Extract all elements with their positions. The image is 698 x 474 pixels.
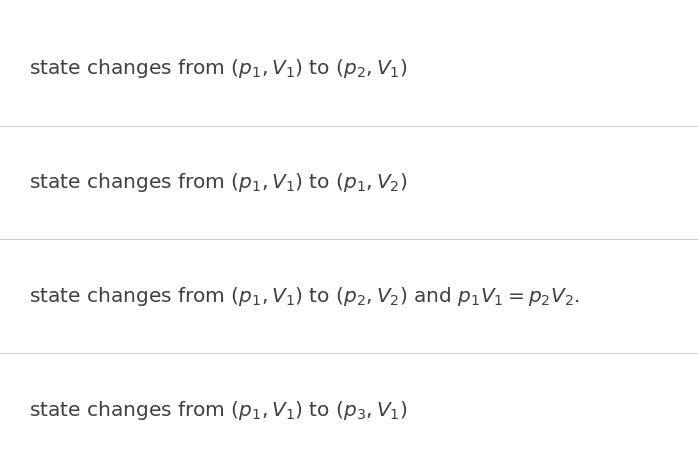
Text: state changes from $(p_1, V_1)$ to $(p_2, V_2)$ and $p_1 V_1 = p_2 V_2$.: state changes from $(p_1, V_1)$ to $(p_2…	[29, 285, 580, 308]
Text: state changes from $(p_1, V_1)$ to $(p_2, V_1)$: state changes from $(p_1, V_1)$ to $(p_2…	[29, 57, 408, 80]
Text: state changes from $(p_1, V_1)$ to $(p_1, V_2)$: state changes from $(p_1, V_1)$ to $(p_1…	[29, 171, 408, 194]
Text: state changes from $(p_1, V_1)$ to $(p_3, V_1)$: state changes from $(p_1, V_1)$ to $(p_3…	[29, 399, 408, 421]
